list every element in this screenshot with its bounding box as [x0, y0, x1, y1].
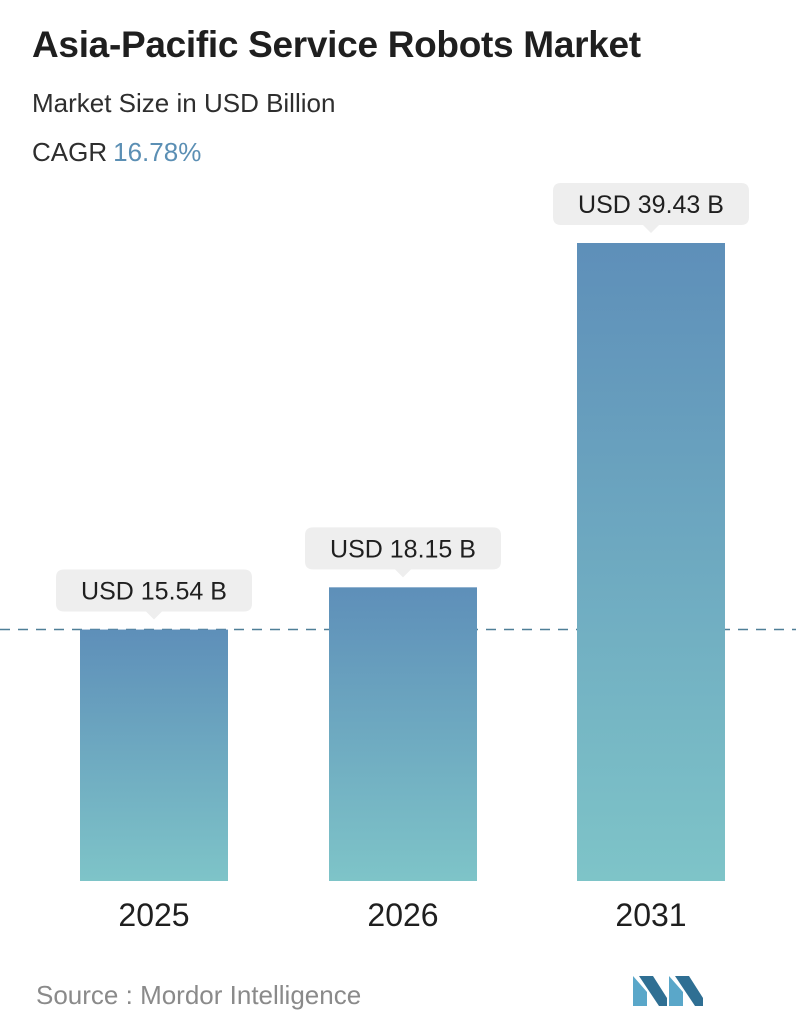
x-tick-label-2026: 2026 [367, 897, 438, 933]
chart-subtitle: Market Size in USD Billion [32, 88, 336, 118]
value-label-bubble-2026 [305, 527, 501, 578]
cagr-label: CAGR [32, 137, 108, 167]
x-tick-label-2025: 2025 [118, 897, 189, 933]
bar-2026 [329, 587, 477, 881]
value-label-2025: USD 15.54 B [81, 578, 227, 606]
source-name: Mordor Intelligence [140, 980, 362, 1010]
bar-2025 [80, 629, 228, 881]
bar-2031 [577, 243, 725, 881]
value-label-2031: USD 39.43 B [578, 191, 724, 219]
chart-title: Asia-Pacific Service Robots Market [32, 24, 641, 65]
value-label-bubble-2025 [56, 569, 252, 620]
x-tick-label-2031: 2031 [615, 897, 686, 933]
mordor-intelligence-logo-icon [633, 976, 703, 1006]
cagr: CAGR 16.78% [32, 137, 201, 168]
source-text: Source : Mordor Intelligence [36, 980, 361, 1011]
cagr-value: 16.78% [113, 137, 202, 167]
source-label: Source : [36, 980, 133, 1010]
value-label-2026: USD 18.15 B [330, 535, 476, 563]
value-label-bubble-2031 [553, 183, 749, 233]
